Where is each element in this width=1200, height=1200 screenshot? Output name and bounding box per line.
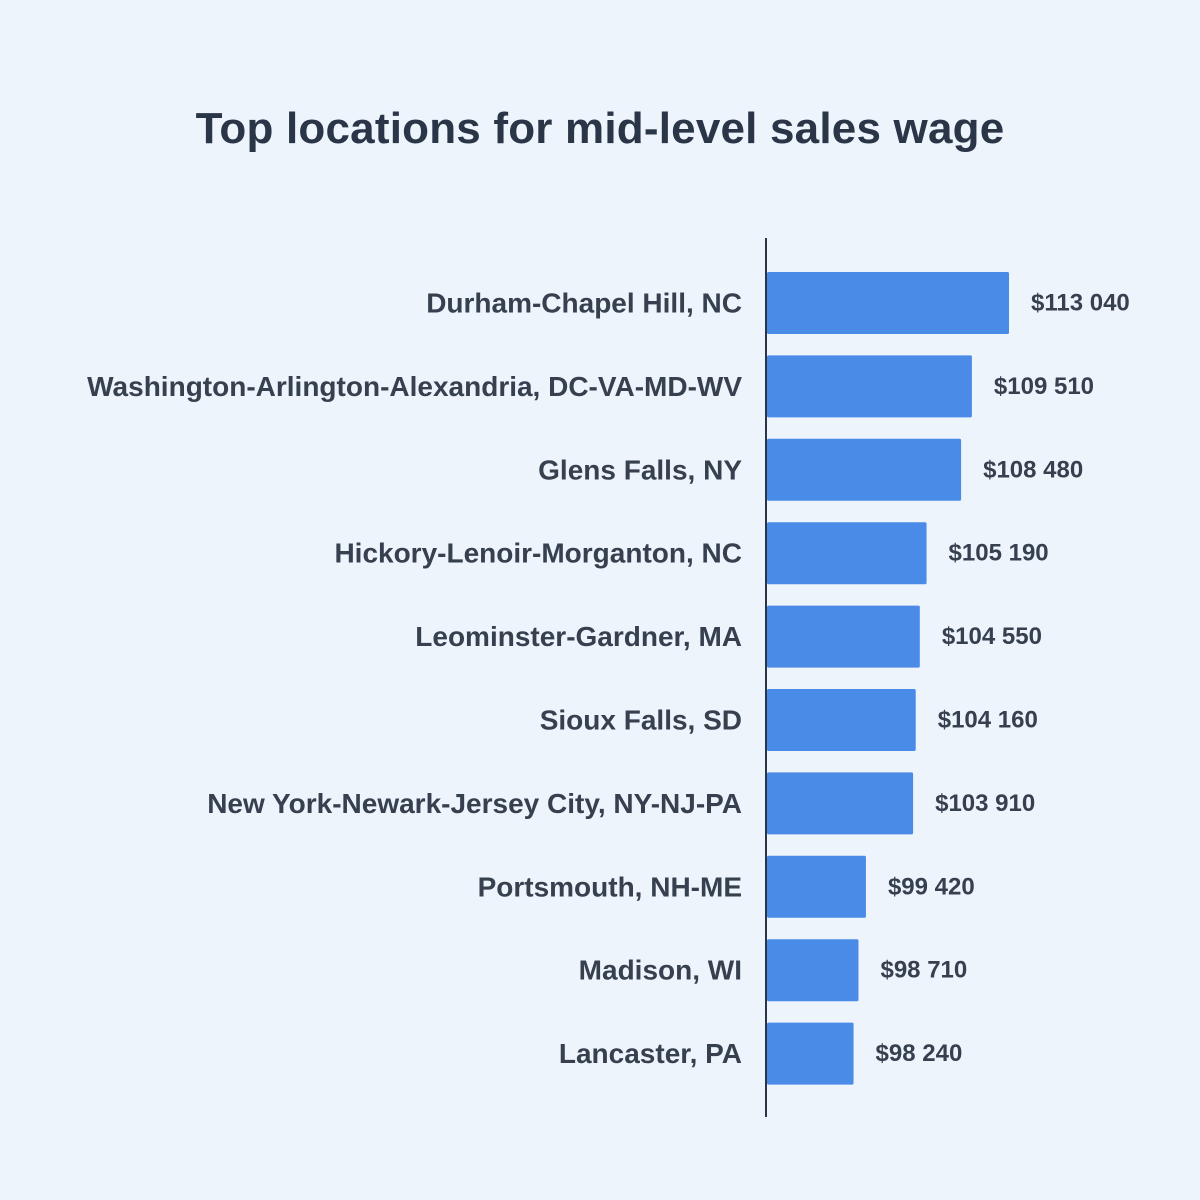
value-label: $98 240 bbox=[876, 1040, 963, 1067]
category-label: Glens Falls, NY bbox=[538, 454, 742, 485]
category-label: Washington-Arlington-Alexandria, DC-VA-M… bbox=[87, 371, 742, 402]
value-label: $98 710 bbox=[880, 957, 967, 984]
category-label: Sioux Falls, SD bbox=[540, 705, 742, 736]
chart-title: Top locations for mid-level sales wage bbox=[195, 104, 1005, 153]
bar bbox=[767, 522, 927, 585]
value-label: $104 160 bbox=[938, 707, 1038, 734]
category-label: New York-Newark-Jersey City, NY-NJ-PA bbox=[207, 788, 742, 819]
category-label: Durham-Chapel Hill, NC bbox=[426, 288, 742, 319]
value-label: $105 190 bbox=[949, 540, 1049, 567]
bar bbox=[767, 939, 859, 1002]
category-label: Leominster-Gardner, MA bbox=[415, 621, 742, 652]
category-label: Portsmouth, NH-ME bbox=[478, 871, 742, 902]
category-label: Hickory-Lenoir-Morganton, NC bbox=[334, 538, 742, 569]
bar bbox=[767, 438, 962, 501]
value-label: $113 040 bbox=[1031, 290, 1130, 317]
bar bbox=[767, 355, 972, 418]
bar bbox=[767, 605, 920, 668]
bar bbox=[767, 689, 916, 751]
category-label: Lancaster, PA bbox=[559, 1038, 742, 1069]
value-label: $103 910 bbox=[935, 790, 1035, 817]
bar bbox=[767, 772, 914, 835]
value-label: $109 510 bbox=[994, 373, 1094, 400]
bar bbox=[767, 1022, 854, 1085]
value-label: $99 420 bbox=[888, 873, 975, 900]
category-label: Madison, WI bbox=[579, 955, 742, 986]
value-label: $108 480 bbox=[983, 456, 1083, 483]
bar bbox=[767, 272, 1009, 334]
value-label: $104 550 bbox=[942, 623, 1042, 650]
bar bbox=[767, 855, 866, 918]
